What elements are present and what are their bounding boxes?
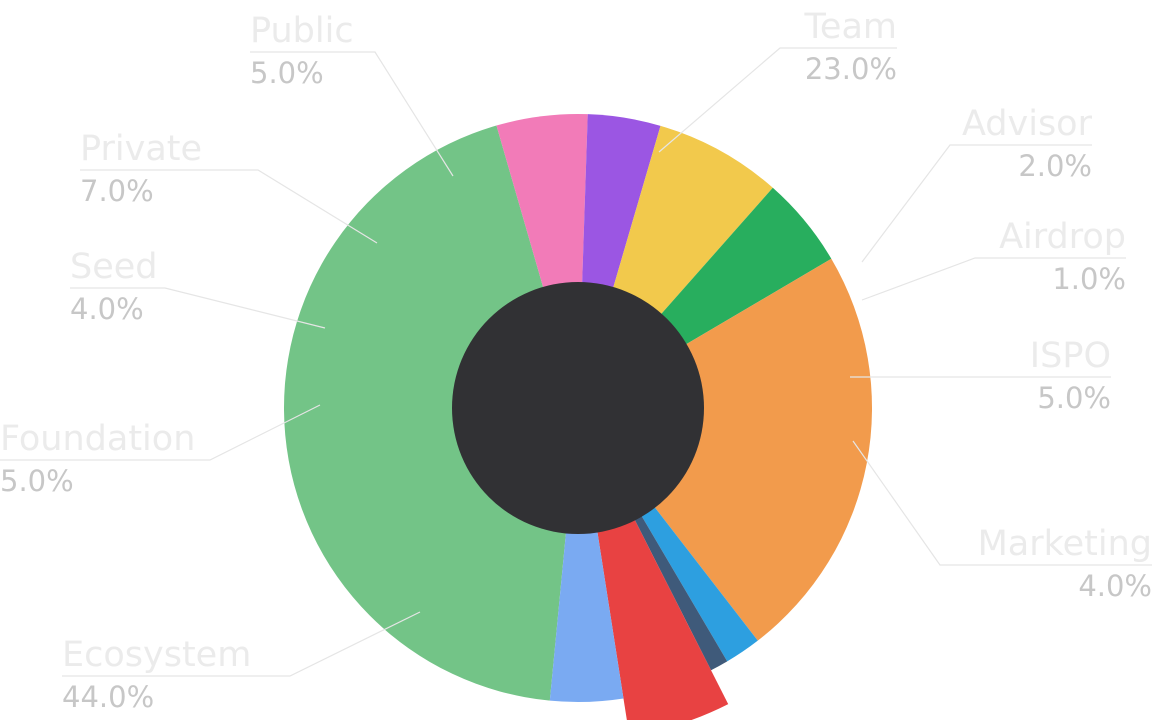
leader-line-team: [658, 47, 897, 153]
slice-label-airdrop: Airdrop: [999, 217, 1126, 257]
leader-line-public: [250, 51, 454, 177]
slice-label-seed: Seed: [70, 247, 158, 287]
slice-value-marketing: 4.0%: [1078, 569, 1152, 603]
leader-line-private: [80, 169, 378, 244]
slice-value-foundation: 5.0%: [0, 464, 74, 498]
slice-label-ecosystem: Ecosystem: [62, 635, 251, 675]
leader-line-advisor: [861, 144, 1092, 263]
slice-label-team: Team: [803, 7, 897, 47]
slice-ecosystem[interactable]: [283, 125, 578, 701]
leader-line-marketing: [852, 440, 1152, 566]
slice-marketing[interactable]: [549, 408, 624, 703]
slice-value-airdrop: 1.0%: [1052, 262, 1126, 296]
slice-value-private: 7.0%: [80, 174, 154, 208]
slice-label-foundation: Foundation: [0, 419, 195, 459]
leader-line-foundation: [0, 404, 321, 461]
slice-label-public: Public: [250, 11, 354, 51]
slice-value-team: 23.0%: [805, 52, 897, 86]
leader-line-seed: [70, 287, 326, 329]
labels-group: Ecosystem 44.0% Foundation 5.0% Seed 4.0% Priv…: [0, 7, 1152, 714]
leader-line-ecosystem: [62, 611, 421, 677]
leader-line-airdrop: [861, 257, 1126, 301]
slice-value-seed: 4.0%: [70, 292, 144, 326]
slice-label-advisor: Advisor: [962, 104, 1093, 144]
slice-label-marketing: Marketing: [978, 524, 1152, 564]
slice-value-public: 5.0%: [250, 56, 324, 90]
slice-label-private: Private: [80, 129, 202, 169]
donut-center-hole: [452, 282, 704, 534]
slice-value-advisor: 2.0%: [1018, 149, 1092, 183]
slice-value-ecosystem: 44.0%: [62, 680, 154, 714]
slice-label-ispo: ISPO: [1030, 336, 1111, 376]
slice-value-ispo: 5.0%: [1037, 381, 1111, 415]
leader-lines-group: [0, 47, 1152, 677]
slice-team[interactable]: [578, 258, 873, 641]
